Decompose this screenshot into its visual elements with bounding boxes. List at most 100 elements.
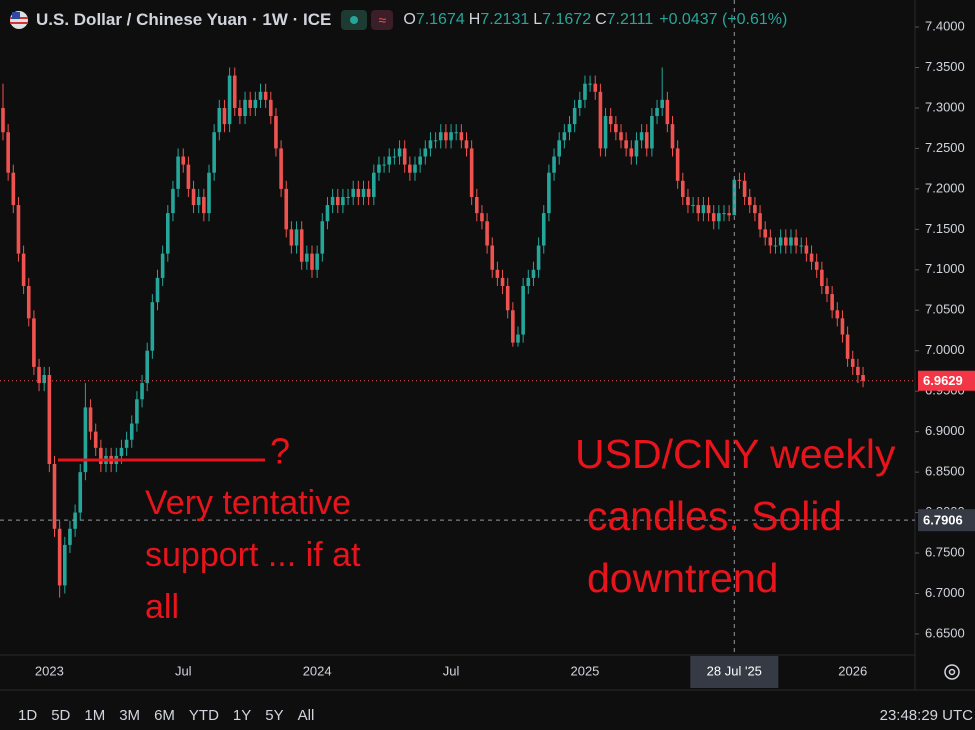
y-tick-label: 7.0000 xyxy=(925,342,965,357)
candle-body xyxy=(88,407,93,432)
y-tick-label: 7.3000 xyxy=(925,99,965,114)
candle-body xyxy=(6,132,10,173)
candle-body xyxy=(449,132,453,141)
candle-body xyxy=(423,148,428,157)
candle-body xyxy=(202,196,206,214)
range-button[interactable]: All xyxy=(298,707,315,724)
y-tick-label: 7.0500 xyxy=(925,302,965,317)
candle-body xyxy=(763,229,767,238)
candle-body xyxy=(480,213,484,222)
candle-body xyxy=(861,375,865,381)
candle-body xyxy=(521,285,525,335)
range-button[interactable]: YTD xyxy=(189,707,219,724)
support-question: ? xyxy=(270,430,290,471)
candle-body xyxy=(1,107,5,133)
range-button[interactable]: 1D xyxy=(18,707,37,724)
candle-body xyxy=(789,237,793,246)
annotation-text: Very tentative xyxy=(145,484,351,522)
annotation-text: USD/CNY weekly xyxy=(575,431,896,477)
candle-body xyxy=(299,229,304,262)
candle-body xyxy=(335,196,340,206)
x-tick-label: Jul xyxy=(175,663,192,678)
candle-body xyxy=(516,334,520,343)
candle-body xyxy=(526,277,531,286)
x-tick-label: 2025 xyxy=(570,663,599,678)
candle-body xyxy=(778,237,783,246)
range-button[interactable]: 5D xyxy=(51,707,70,724)
candle-body xyxy=(150,302,155,351)
candle-body xyxy=(784,237,788,246)
candle-body xyxy=(160,253,165,278)
range-button[interactable]: 5Y xyxy=(265,707,283,724)
candle-body xyxy=(145,350,149,384)
range-button[interactable]: 3M xyxy=(119,707,140,724)
range-button[interactable]: 1M xyxy=(84,707,105,724)
candle-body xyxy=(845,334,850,359)
candle-body xyxy=(804,245,809,254)
ohlc-value: 7.1674 xyxy=(415,11,465,28)
candle-body xyxy=(583,83,587,100)
candle-body xyxy=(279,148,283,189)
candle-body xyxy=(418,156,422,165)
range-button[interactable]: 1Y xyxy=(233,707,251,724)
candle-body xyxy=(696,205,701,214)
candle-body xyxy=(809,253,814,262)
candle-body xyxy=(469,148,474,197)
candle-body xyxy=(63,544,67,586)
candle-body xyxy=(99,447,103,465)
candle-body xyxy=(428,140,433,149)
range-button[interactable]: 6M xyxy=(154,707,175,724)
candle-body xyxy=(578,99,582,108)
candle-body xyxy=(140,383,144,400)
candle-body xyxy=(171,188,175,214)
candle-body xyxy=(593,83,598,92)
candle-body xyxy=(485,221,489,246)
candle-body xyxy=(639,132,644,141)
annotation-text: candles. Solid xyxy=(587,493,842,539)
candle-body xyxy=(47,375,52,465)
candle-body xyxy=(315,253,319,270)
candle-body xyxy=(840,318,845,335)
y-tick-label: 6.9000 xyxy=(925,423,965,438)
candle-body xyxy=(176,156,180,189)
candle-body xyxy=(155,277,160,303)
indicator-badge[interactable]: ≈ xyxy=(371,10,394,30)
candle-body xyxy=(536,245,541,270)
ohlc-value: 7.2131 xyxy=(480,11,530,28)
y-tick-label: 7.1500 xyxy=(925,221,965,236)
candle-body xyxy=(490,245,495,270)
candle-body xyxy=(227,75,232,125)
y-tick-label: 6.7000 xyxy=(925,585,965,600)
candle-body xyxy=(830,294,834,311)
x-tick-label: Jul xyxy=(443,663,460,678)
x-tick-label: 28 Jul '25 xyxy=(707,663,762,678)
candle-body xyxy=(572,107,577,125)
y-tick-label: 6.6500 xyxy=(925,625,965,640)
annotation-text: support ... if at xyxy=(145,536,361,574)
candle-body xyxy=(547,172,551,214)
candle-body xyxy=(644,132,649,149)
candle-body xyxy=(181,156,186,165)
candle-body xyxy=(387,156,392,165)
candle-body xyxy=(495,269,500,278)
candle-body xyxy=(243,99,247,117)
candle-body xyxy=(454,132,458,134)
candle-body xyxy=(588,83,592,85)
candle-body xyxy=(660,99,664,108)
candle-body xyxy=(665,99,670,125)
crosshair-price-box xyxy=(918,509,975,532)
annotation-text: downtrend xyxy=(587,555,778,601)
candle-body xyxy=(675,148,680,181)
status-badge[interactable] xyxy=(341,10,368,30)
flag-icon xyxy=(10,11,28,29)
candle-body xyxy=(361,188,366,197)
candle-body xyxy=(799,245,804,247)
candle-body xyxy=(330,196,335,206)
settings-icon[interactable] xyxy=(944,664,960,680)
candle-body xyxy=(124,439,129,448)
candle-body xyxy=(742,180,747,197)
ohlc-key: H xyxy=(468,11,481,28)
candle-body xyxy=(248,99,252,108)
